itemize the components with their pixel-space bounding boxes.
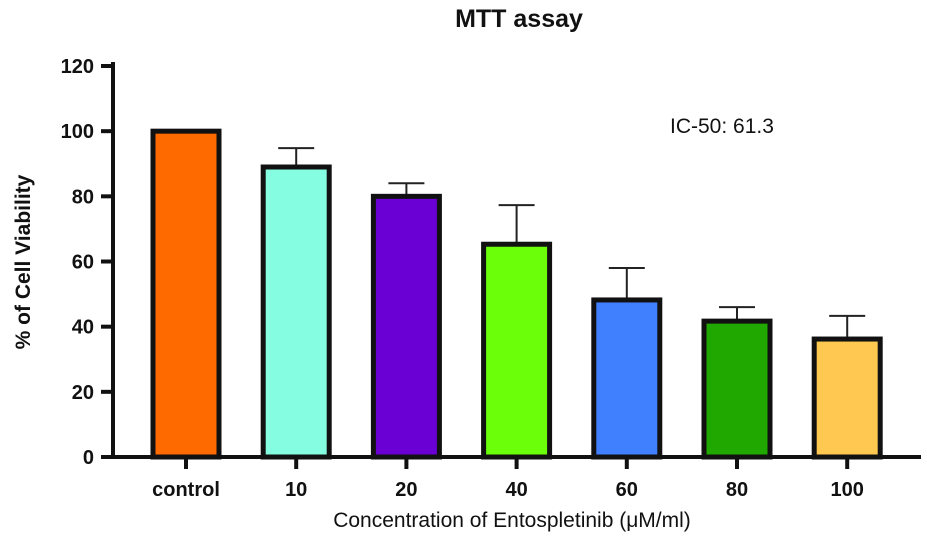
- y-tick-label: 100: [61, 121, 94, 143]
- bar-20: [370, 193, 442, 460]
- y-tick-label: 20: [72, 382, 94, 404]
- x-tick-label: 80: [726, 479, 748, 501]
- y-tick-label: 0: [83, 447, 94, 469]
- x-tick-label: 10: [285, 479, 307, 501]
- bar-60: [591, 297, 663, 460]
- x-tick-label: 40: [505, 479, 527, 501]
- bar-10: [260, 164, 332, 460]
- bar-100: [811, 336, 883, 460]
- bar-80: [701, 318, 773, 460]
- chart-title: MTT assay: [455, 5, 583, 33]
- y-tick-label: 60: [72, 252, 94, 274]
- ic50-annotation: IC-50: 61.3: [670, 115, 774, 138]
- y-tick-label: 120: [61, 56, 94, 78]
- bar-40: [481, 241, 553, 460]
- x-tick-label: 20: [395, 479, 417, 501]
- x-tick-label: control: [152, 479, 220, 501]
- y-axis-label: % of Cell Viability: [12, 174, 35, 349]
- y-tick-label: 80: [72, 186, 94, 208]
- bar-control: [150, 128, 222, 460]
- x-tick-label: 100: [831, 479, 864, 501]
- x-tick-label: 60: [616, 479, 638, 501]
- y-tick-label: 40: [72, 317, 94, 339]
- x-axis-label: Concentration of Entospletinib (μM/ml): [333, 509, 691, 532]
